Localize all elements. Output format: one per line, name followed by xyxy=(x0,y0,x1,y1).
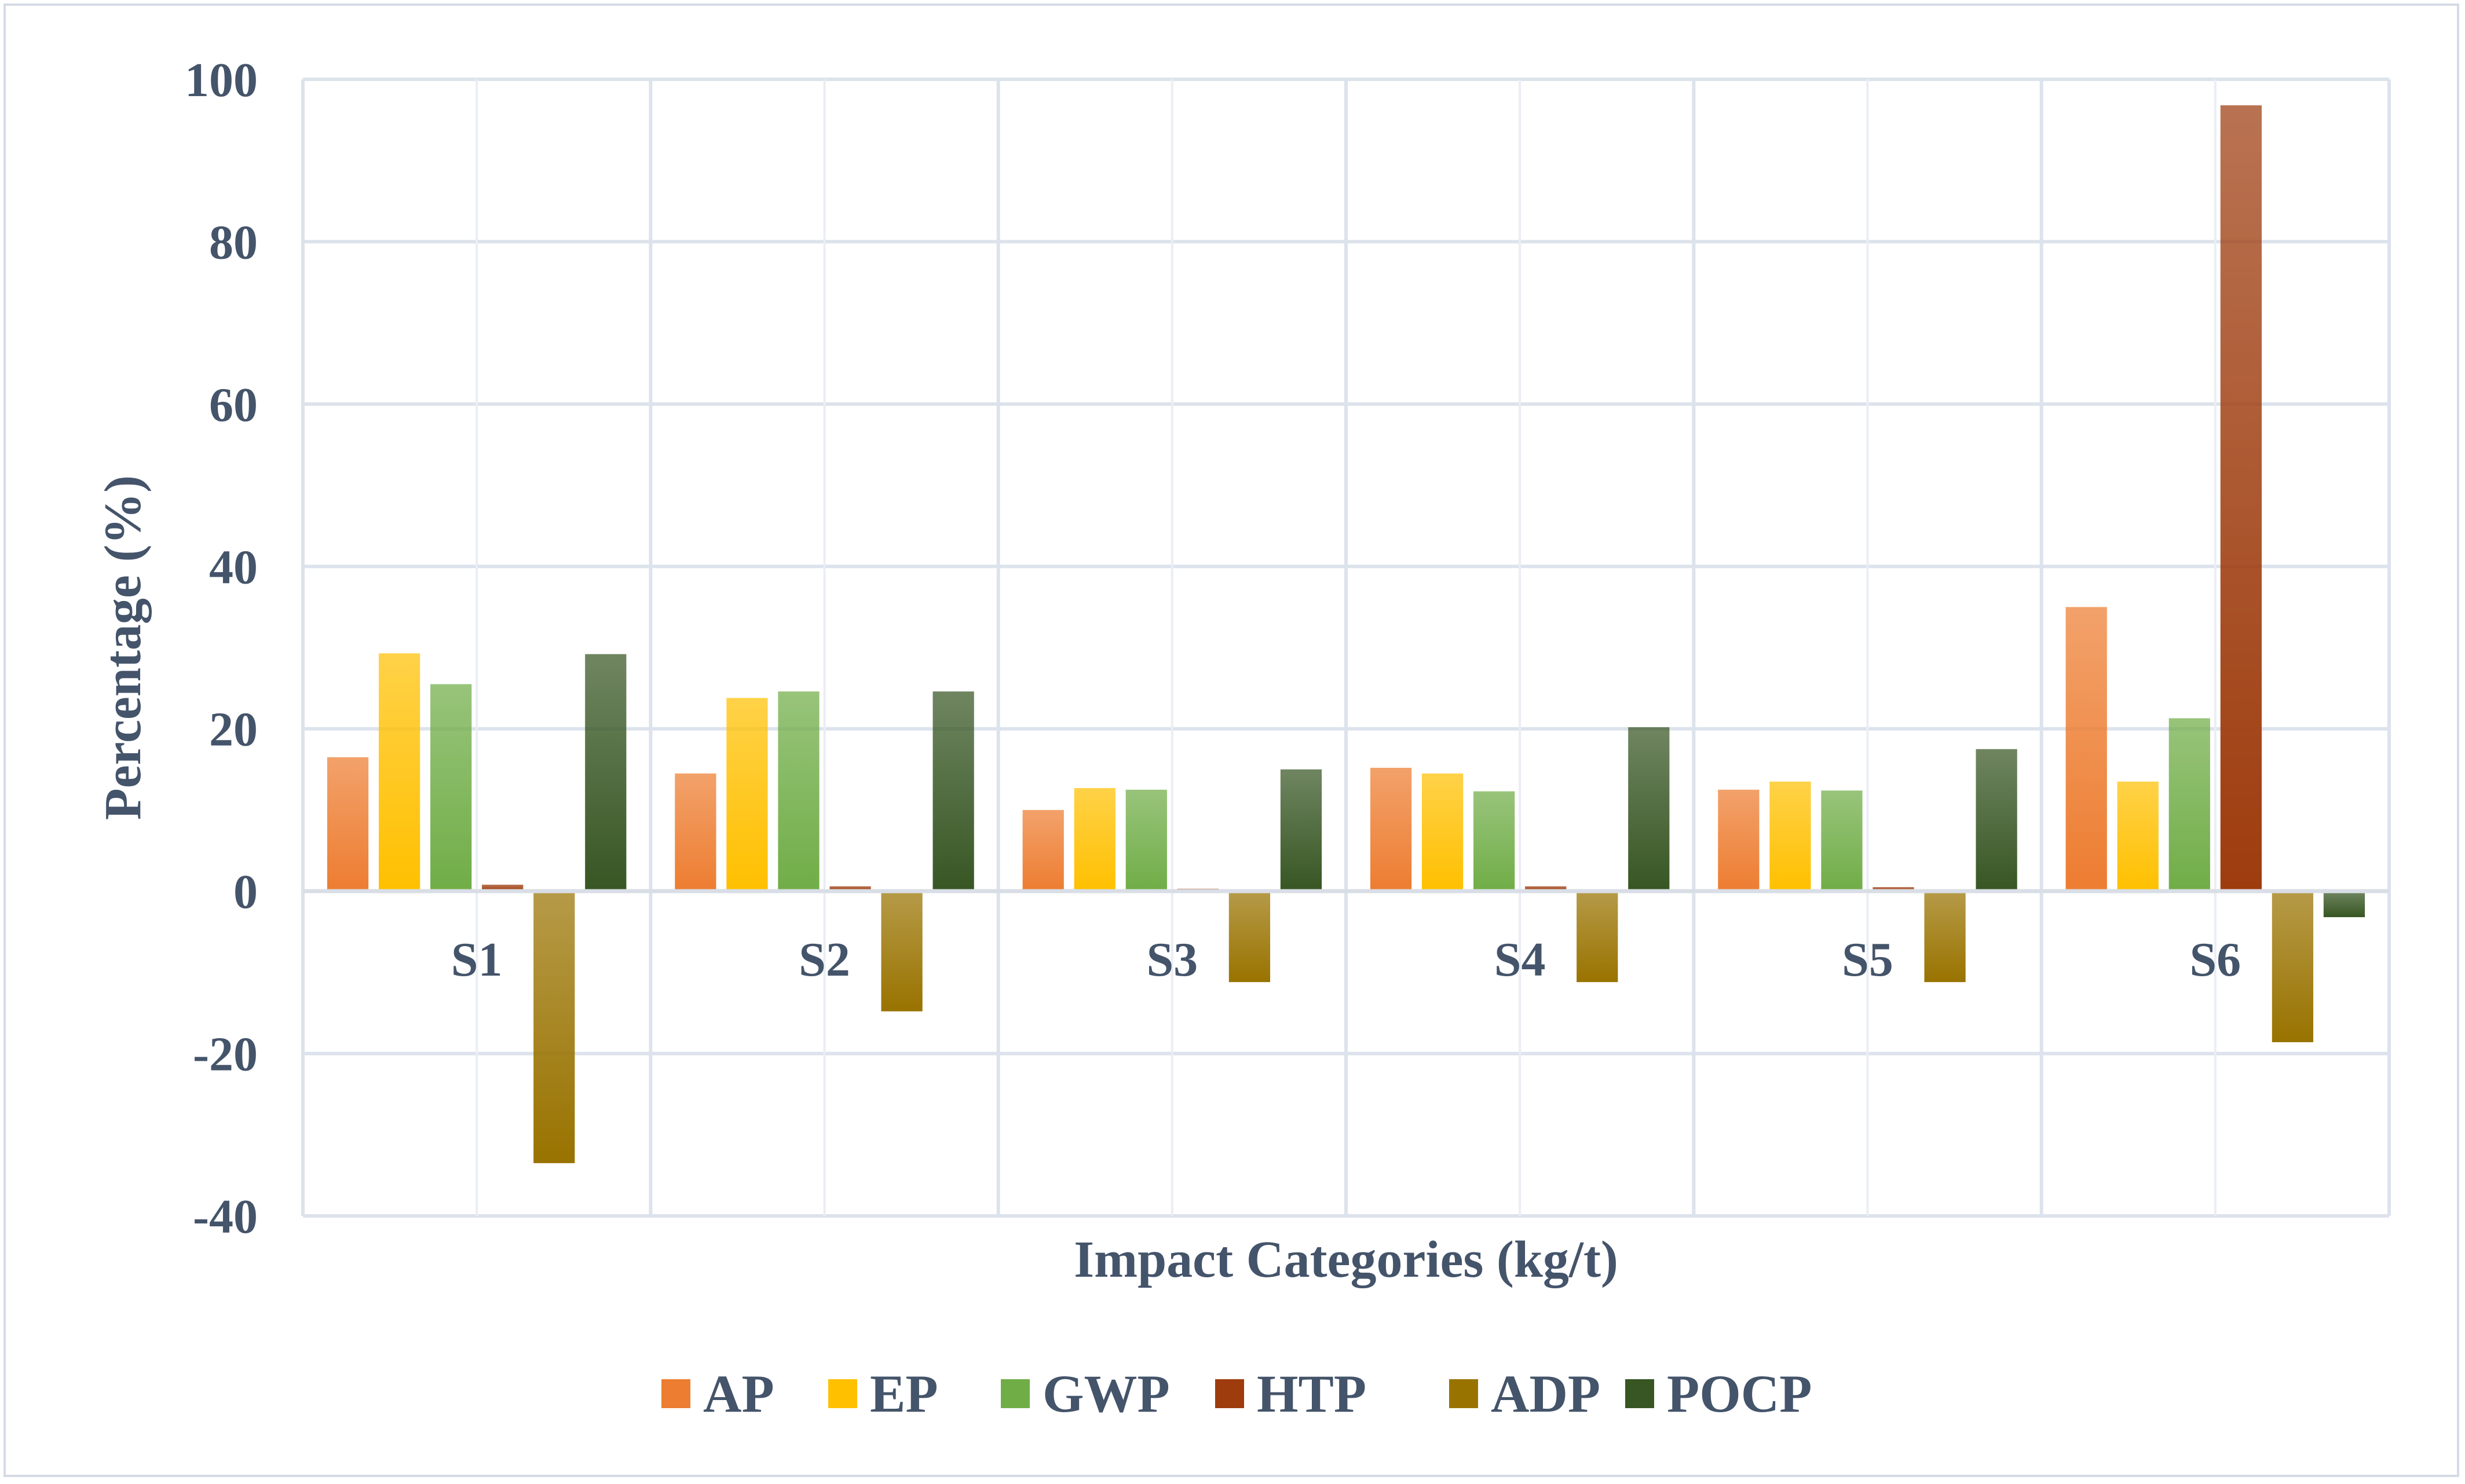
legend-item-gwp: GWP xyxy=(1001,1364,1170,1423)
bar-gwp-s5 xyxy=(1821,790,1863,892)
category-labels: S1 S2 S3 S4 S5 S6 xyxy=(451,933,2241,987)
legend-label: ADP xyxy=(1491,1364,1600,1423)
bar-gwp-s2 xyxy=(778,691,820,892)
bar-htp-s5 xyxy=(1872,887,1914,892)
legend-label: EP xyxy=(870,1364,938,1423)
bar-gwp-s4 xyxy=(1473,791,1515,892)
bar-ep-s2 xyxy=(726,698,768,892)
legend-label: POCP xyxy=(1667,1364,1812,1423)
category-label: S3 xyxy=(1146,933,1198,987)
bar-ap-s3 xyxy=(1022,809,1064,892)
y-tick-label: 40 xyxy=(209,540,258,594)
bar-adp-s1 xyxy=(533,891,575,1163)
y-tick-label: 100 xyxy=(185,53,258,107)
bar-htp-s2 xyxy=(829,886,871,892)
bar-ap-s1 xyxy=(327,757,369,892)
legend-item-htp: HTP xyxy=(1215,1364,1366,1423)
bar-pocp-s3 xyxy=(1280,769,1322,892)
bars xyxy=(327,105,2365,1163)
bar-adp-s5 xyxy=(1924,891,1966,983)
y-tick-label: 80 xyxy=(209,215,258,269)
x-axis-title: Impact Categories (kg/t) xyxy=(1074,1231,1618,1288)
legend-swatch xyxy=(828,1379,857,1408)
bar-htp-s4 xyxy=(1525,886,1567,892)
legend-swatch xyxy=(1215,1379,1244,1408)
y-axis-title: Percentage (%) xyxy=(94,475,152,820)
legend-label: AP xyxy=(703,1364,774,1423)
category-label: S4 xyxy=(1494,933,1546,987)
bar-adp-s2 xyxy=(881,891,923,1012)
bar-pocp-s6 xyxy=(2323,891,2365,918)
y-tick-label: 0 xyxy=(233,865,258,919)
bar-ap-s5 xyxy=(1718,789,1760,892)
bar-adp-s3 xyxy=(1228,891,1271,983)
category-label: S1 xyxy=(451,933,503,987)
legend-label: GWP xyxy=(1043,1364,1170,1423)
bar-htp-s6 xyxy=(2220,105,2262,892)
legend-swatch xyxy=(1449,1379,1478,1408)
bar-gwp-s1 xyxy=(430,684,472,892)
legend-item-pocp: POCP xyxy=(1625,1364,1812,1423)
legend-swatch xyxy=(1625,1379,1654,1408)
y-axis-ticks: 100 80 60 40 20 0 -20 -40 xyxy=(185,53,258,1244)
bar-adp-s6 xyxy=(2272,891,2314,1042)
y-tick-label: 60 xyxy=(209,378,258,432)
bar-ap-s4 xyxy=(1370,768,1412,892)
bar-pocp-s2 xyxy=(932,691,974,892)
category-label: S2 xyxy=(799,933,850,987)
legend-swatch xyxy=(1001,1379,1030,1408)
bar-ep-s5 xyxy=(1769,781,1811,892)
legend: AP EP GWP HTP ADP POCP xyxy=(661,1364,1812,1423)
bar-adp-s4 xyxy=(1577,891,1618,983)
bar-ap-s2 xyxy=(675,773,716,892)
category-label: S5 xyxy=(1842,933,1893,987)
bar-ep-s1 xyxy=(378,653,420,892)
legend-item-ep: EP xyxy=(828,1364,938,1423)
legend-item-ap: AP xyxy=(661,1364,774,1423)
bar-gwp-s3 xyxy=(1125,789,1167,892)
bar-ap-s6 xyxy=(2065,607,2107,892)
bar-htp-s1 xyxy=(482,884,524,892)
bar-pocp-s5 xyxy=(1976,749,2017,892)
bar-pocp-s4 xyxy=(1628,727,1670,892)
legend-swatch xyxy=(661,1379,690,1408)
category-label: S6 xyxy=(2189,933,2241,987)
bar-pocp-s1 xyxy=(585,654,627,892)
bar-gwp-s6 xyxy=(2168,718,2210,892)
y-tick-label: -40 xyxy=(193,1190,258,1244)
bar-ep-s3 xyxy=(1074,788,1116,892)
legend-label: HTP xyxy=(1257,1364,1366,1423)
bar-ep-s6 xyxy=(2117,781,2159,892)
legend-item-adp: ADP xyxy=(1449,1364,1600,1423)
y-tick-label: 20 xyxy=(209,703,258,757)
y-tick-label: -20 xyxy=(193,1028,258,1082)
bar-ep-s4 xyxy=(1421,773,1464,892)
